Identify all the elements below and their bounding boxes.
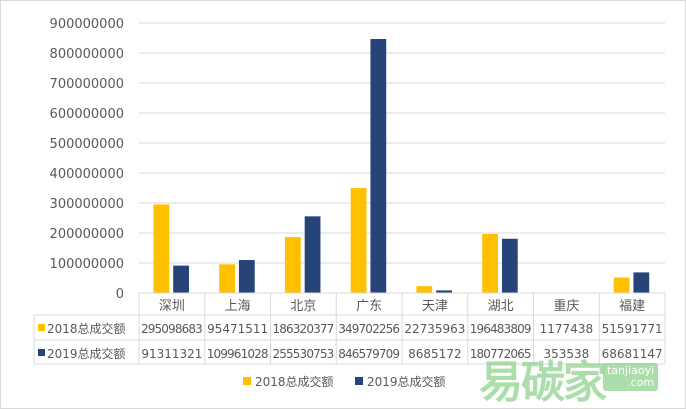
table-row-label: 2018总成交额	[47, 321, 126, 336]
legend-marker	[243, 377, 251, 385]
bar-2018总成交额-广东	[350, 188, 367, 293]
bar-2018总成交额-天津	[416, 286, 433, 293]
data-table-cell: 1177438	[540, 322, 593, 336]
bar-2018总成交额-深圳	[153, 204, 170, 293]
y-tick-label: 500000000	[50, 137, 124, 152]
data-table-cell: 196483809	[470, 322, 532, 336]
data-table-cell: 846579709	[338, 347, 400, 361]
data-table-cell: 68681147	[602, 347, 663, 361]
bar-2019总成交额-湖北	[501, 238, 518, 293]
y-tick-label: 900000000	[50, 17, 124, 32]
y-tick-label: 400000000	[50, 167, 124, 182]
y-tick-label: 300000000	[50, 197, 124, 212]
data-table-cell: 349702256	[338, 322, 400, 336]
data-table-cell: 255530753	[273, 347, 335, 361]
x-category-label: 重庆	[553, 298, 579, 314]
bar-2019总成交额-福建	[633, 272, 650, 293]
bar-2019总成交额-北京	[304, 216, 321, 293]
y-tick-label: 600000000	[50, 107, 124, 122]
data-table-cell: 353538	[543, 347, 589, 361]
table-row-label: 2019总成交额	[47, 346, 126, 361]
y-tick-label: 200000000	[50, 227, 124, 242]
x-category-label: 北京	[290, 299, 316, 314]
bar-2018总成交额-上海	[219, 264, 235, 293]
bar-2018总成交额-北京	[284, 237, 301, 293]
x-category-label: 广东	[356, 299, 382, 314]
y-tick-label: 800000000	[50, 47, 124, 62]
data-table-cell: 22735963	[404, 322, 465, 336]
bar-2019总成交额-深圳	[173, 265, 189, 293]
bar-2018总成交额-湖北	[482, 234, 498, 293]
x-category-label: 上海	[225, 299, 251, 314]
data-table-cell: 95471511	[207, 322, 268, 336]
bar-2019总成交额-上海	[238, 260, 255, 293]
data-table-cell: 109961028	[207, 347, 269, 361]
legend-label: 2019总成交额	[367, 374, 446, 389]
data-table-cell: 295098683	[141, 322, 203, 336]
legend-key-2019总成交额	[38, 349, 45, 356]
bar-2019总成交额-广东	[370, 39, 387, 293]
x-category-label: 深圳	[159, 299, 185, 314]
data-table-cell: 186320377	[273, 322, 335, 336]
x-category-label: 天津	[422, 299, 448, 314]
legend-key-2018总成交额	[38, 324, 45, 331]
bar-2018总成交额-福建	[613, 277, 630, 293]
watermark-url: tanjiaoyi .com	[603, 363, 659, 391]
legend-label: 2018总成交额	[255, 374, 334, 389]
data-table-cell: 180772065	[470, 347, 532, 361]
y-tick-label: 0	[116, 287, 124, 302]
x-category-label: 福建	[619, 299, 645, 314]
data-table-cell: 51591771	[602, 322, 663, 336]
data-table-cell: 91311321	[141, 347, 202, 361]
watermark-logo: 易碳家	[479, 357, 607, 408]
y-tick-label: 700000000	[50, 77, 124, 92]
bar-2019总成交额-天津	[436, 290, 452, 293]
y-tick-label: 100000000	[50, 257, 124, 272]
data-table-cell: 8685172	[408, 347, 461, 361]
legend-marker	[355, 377, 363, 385]
x-category-label: 湖北	[488, 299, 514, 314]
